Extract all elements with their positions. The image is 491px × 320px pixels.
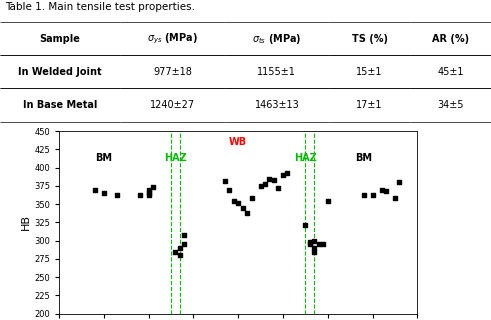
Point [247, 196, 255, 201]
Point [270, 178, 278, 183]
Text: HAZ: HAZ [164, 153, 187, 163]
Text: BM: BM [95, 153, 112, 163]
Point [283, 170, 291, 175]
Point [324, 198, 331, 203]
Point [315, 242, 323, 247]
Point [230, 198, 238, 203]
Point [319, 242, 327, 247]
Point [144, 193, 152, 198]
Point [310, 238, 318, 243]
Point [225, 187, 233, 192]
Text: HAZ: HAZ [294, 153, 317, 163]
Text: WB: WB [229, 137, 247, 147]
Point [274, 186, 282, 191]
Point [310, 245, 318, 251]
Text: Table 1. Main tensile test properties.: Table 1. Main tensile test properties. [5, 3, 195, 12]
Point [136, 193, 143, 198]
Point [239, 205, 246, 210]
Point [113, 193, 121, 198]
Point [180, 232, 188, 237]
Text: BM: BM [355, 153, 372, 163]
Point [369, 193, 377, 198]
Point [261, 181, 269, 186]
Point [243, 210, 251, 215]
Point [176, 253, 184, 258]
Point [234, 200, 242, 205]
Point [266, 176, 273, 181]
Point [279, 172, 287, 178]
Point [306, 240, 314, 245]
Point [221, 178, 229, 183]
Point [382, 188, 390, 194]
Point [180, 242, 188, 247]
Point [144, 191, 152, 196]
Point [144, 187, 152, 192]
Point [100, 191, 108, 196]
Y-axis label: HB: HB [21, 214, 31, 230]
Point [149, 185, 157, 190]
Point [301, 222, 309, 227]
Point [310, 249, 318, 254]
Point [359, 193, 367, 198]
Point [306, 242, 314, 247]
Point [391, 196, 399, 201]
Point [91, 187, 99, 192]
Point [257, 183, 265, 188]
Point [171, 249, 179, 254]
Point [395, 180, 403, 185]
Point [378, 187, 385, 192]
Point [176, 245, 184, 251]
